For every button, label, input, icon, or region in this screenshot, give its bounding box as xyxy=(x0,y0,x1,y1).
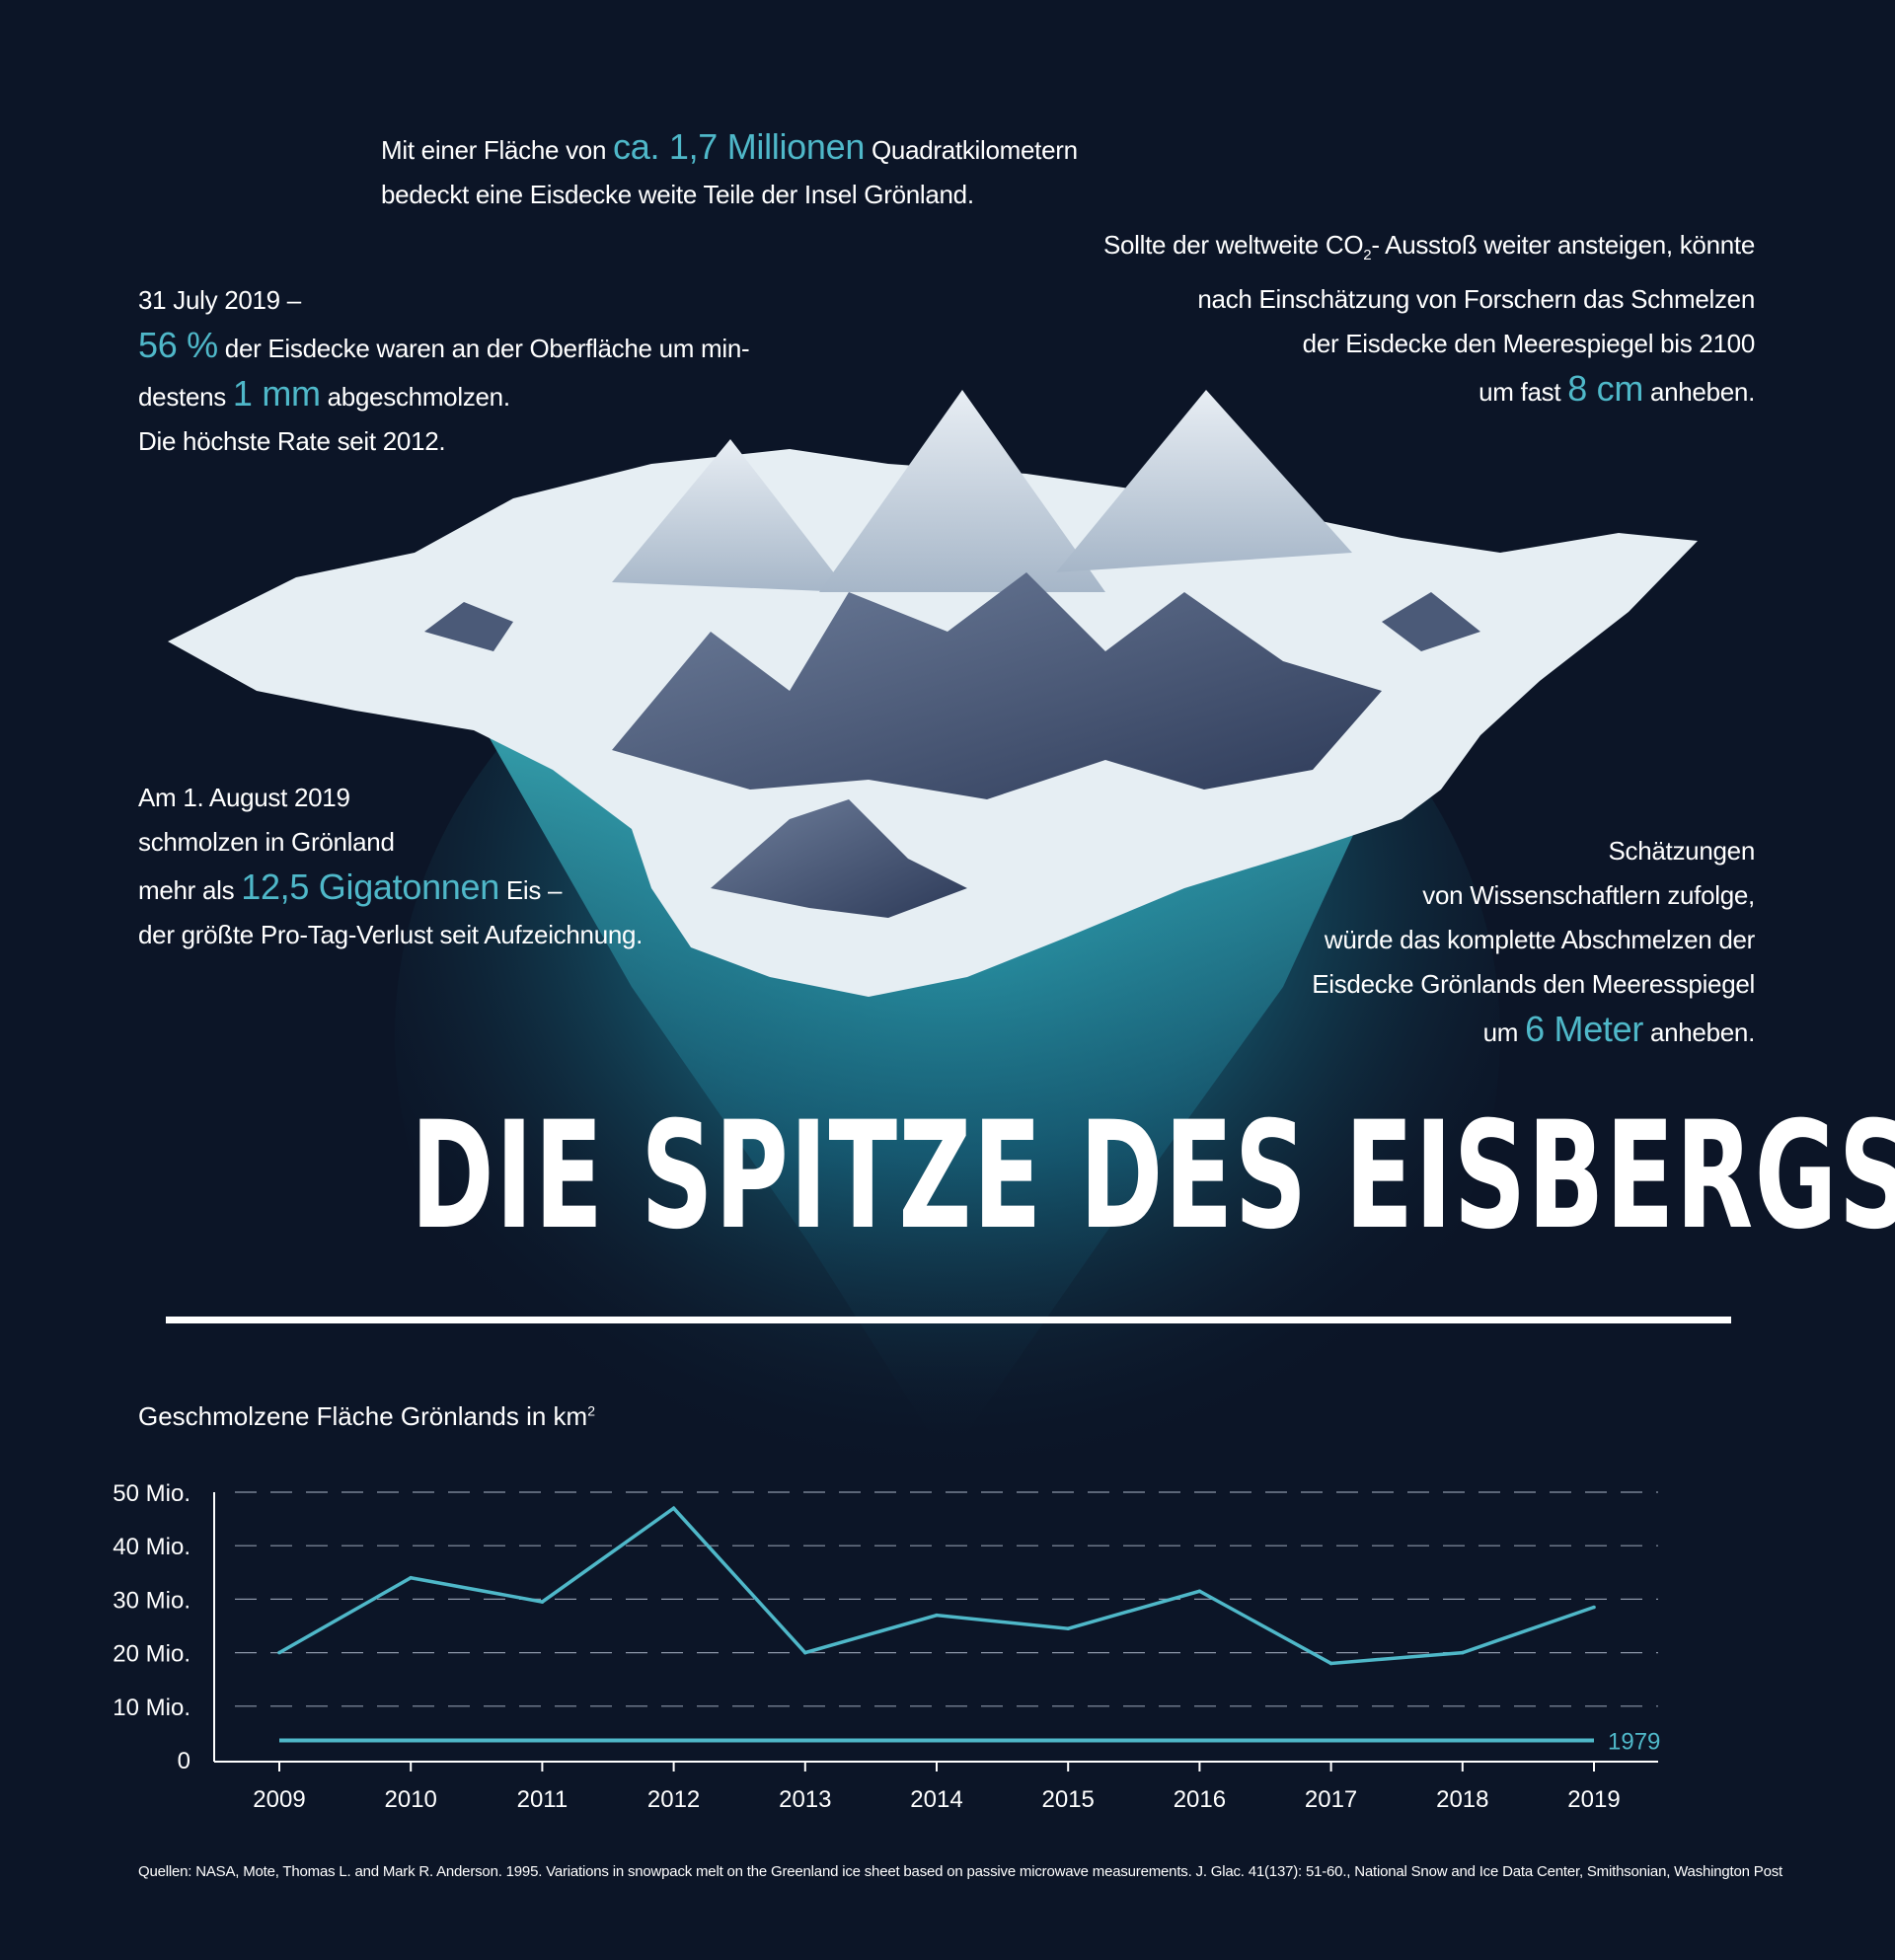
text: - Ausstoß weiter ansteigen, könnte xyxy=(1371,230,1755,260)
fact-july-line-2: 56 % der Eisdecke waren an der Oberfläch… xyxy=(138,323,750,371)
text: um fast xyxy=(1478,377,1568,408)
fact-july-line-1: 31 July 2019 – xyxy=(138,285,301,315)
reference-line-label: 1979 xyxy=(1608,1728,1660,1755)
series-line xyxy=(278,1505,1595,1666)
fact-area-line-2: bedeckt eine Eisdecke weite Teile der In… xyxy=(381,180,974,209)
fact-co2: Sollte der weltweite CO2- Ausstoß weiter… xyxy=(1103,223,1755,415)
sources-text: Quellen: NASA, Mote, Thomas L. and Mark … xyxy=(138,1863,1782,1880)
y-tick-label: 30 Mio. xyxy=(113,1587,190,1614)
peak-left xyxy=(612,439,849,592)
highlight-cm: 8 cm xyxy=(1567,368,1644,410)
line-chart: 0 10 Mio. 20 Mio. 30 Mio. 40 Mio. 50 Mio. 200… xyxy=(113,1480,1660,1813)
chart-title: Geschmolzene Fläche Grönlands in km2 xyxy=(138,1401,595,1432)
text: Sollte der weltweite CO xyxy=(1102,230,1364,260)
fact-estimates-line-1: Schätzungen xyxy=(1608,836,1756,866)
y-tick-label: 0 xyxy=(178,1748,190,1774)
fact-estimates: Schätzungen von Wissenschaftlern zufolge… xyxy=(1312,829,1755,1055)
text: um xyxy=(1482,1018,1526,1047)
fact-august-line-3: mehr als 12,5 Gigatonnen Eis – xyxy=(138,865,643,913)
data-point xyxy=(409,1575,414,1580)
x-tick-label: 2019 xyxy=(1567,1786,1620,1813)
fact-co2-line-3: der Eisdecke den Meerespiegel bis 2100 xyxy=(1302,329,1756,359)
fact-august: Am 1. August 2019 schmolzen in Grönland … xyxy=(138,776,643,957)
ridge-2 xyxy=(711,799,967,918)
fact-estimates-line-2: von Wissenschaftlern zufolge, xyxy=(1422,880,1755,910)
fact-august-line-2: schmolzen in Grönland xyxy=(138,827,395,857)
ridge-1 xyxy=(612,572,1382,799)
x-tick-label: 2018 xyxy=(1436,1786,1488,1813)
fact-co2-line-2: nach Einschätzung von Forschern das Schm… xyxy=(1197,284,1755,315)
fact-area-line-1: Mit einer Fläche von ca. 1,7 Millionen Q… xyxy=(381,124,1078,173)
x-tick-label: 2009 xyxy=(253,1786,305,1813)
fact-august-line-1: Am 1. August 2019 xyxy=(138,783,350,812)
ridge-4 xyxy=(1382,592,1480,651)
fact-july: 31 July 2019 – 56 % der Eisdecke waren a… xyxy=(138,278,750,464)
data-point xyxy=(1328,1661,1333,1666)
text: mehr als xyxy=(138,875,242,905)
fact-estimates-line-4: Eisdecke Grönlands den Meeresspiegel xyxy=(1312,969,1755,999)
y-tick-label: 40 Mio. xyxy=(113,1534,190,1560)
peak-center xyxy=(819,390,1105,592)
fact-august-line-4: der größte Pro-Tag-Verlust seit Aufzeich… xyxy=(138,920,644,949)
data-point xyxy=(277,1650,281,1655)
text: der Eisdecke waren an der Oberfläche um … xyxy=(217,334,750,363)
chart-series xyxy=(277,1505,1596,1666)
y-axis-ticks: 0 10 Mio. 20 Mio. 30 Mio. 40 Mio. 50 Mio. xyxy=(113,1480,190,1774)
fact-co2-line-4: um fast 8 cm anheben. xyxy=(1103,366,1755,415)
highlight-mm: 1 mm xyxy=(232,373,321,414)
data-point xyxy=(1592,1605,1596,1610)
y-tick-label: 50 Mio. xyxy=(113,1480,190,1507)
text: Mit einer Fläche von xyxy=(381,135,614,165)
highlight-meter: 6 Meter xyxy=(1525,1009,1644,1049)
text: anheben. xyxy=(1643,377,1755,408)
data-point xyxy=(803,1650,807,1655)
data-point xyxy=(671,1506,676,1511)
x-tick-label: 2015 xyxy=(1042,1786,1095,1813)
fact-estimates-line-5: um 6 Meter anheben. xyxy=(1312,1007,1756,1055)
text: Quadratkilometern xyxy=(865,135,1078,165)
fact-co2-line-1: Sollte der weltweite CO2- Ausstoß weiter… xyxy=(1103,223,1755,277)
x-tick-label: 2012 xyxy=(647,1786,700,1813)
y-tick-label: 10 Mio. xyxy=(113,1695,190,1721)
data-point xyxy=(1197,1589,1202,1594)
fact-estimates-line-3: würde das komplette Abschmelzen der xyxy=(1324,925,1755,954)
text: Eis – xyxy=(498,875,563,905)
y-tick-label: 20 Mio. xyxy=(113,1641,190,1668)
x-tick-label: 2016 xyxy=(1174,1786,1226,1813)
data-point xyxy=(935,1613,939,1618)
chart-title-text: Geschmolzene Fläche Grönlands in km xyxy=(138,1401,588,1431)
text: destens xyxy=(138,382,233,412)
x-tick-label: 2010 xyxy=(385,1786,437,1813)
x-tick-label: 2017 xyxy=(1305,1786,1357,1813)
chart-axes xyxy=(213,1492,1658,1763)
x-tick-label: 2014 xyxy=(910,1786,962,1813)
highlight-area: ca. 1,7 Millionen xyxy=(613,126,866,167)
fact-area: Mit einer Fläche von ca. 1,7 Millionen Q… xyxy=(381,124,1078,217)
text: abgeschmolzen. xyxy=(320,382,510,412)
data-point xyxy=(1066,1626,1070,1631)
x-tick-label: 2011 xyxy=(517,1786,568,1813)
page-title: DIE SPITZE DES EISBERGS xyxy=(411,1091,1895,1262)
x-axis-ticks: 2009 2010 2011 2012 2013 2014 2015 2016 2017 2018… xyxy=(253,1762,1621,1813)
peak-right xyxy=(1056,390,1352,572)
chart-grid xyxy=(235,1491,1658,1707)
highlight-percent: 56 % xyxy=(138,325,218,365)
text: anheben. xyxy=(1643,1018,1755,1047)
reference-line-group: 1979 xyxy=(279,1728,1660,1755)
highlight-gigatonnen: 12,5 Gigatonnen xyxy=(241,867,499,907)
fact-july-line-3: destens 1 mm abgeschmolzen. xyxy=(138,371,749,419)
ridge-3 xyxy=(424,602,513,651)
data-point xyxy=(1461,1650,1465,1655)
fact-july-line-4: Die höchste Rate seit 2012. xyxy=(138,426,446,456)
x-tick-label: 2013 xyxy=(779,1786,831,1813)
data-point xyxy=(540,1600,545,1604)
chart-title-sup: 2 xyxy=(587,1402,595,1419)
title-underline xyxy=(166,1317,1731,1323)
co2-subscript: 2 xyxy=(1363,247,1372,264)
